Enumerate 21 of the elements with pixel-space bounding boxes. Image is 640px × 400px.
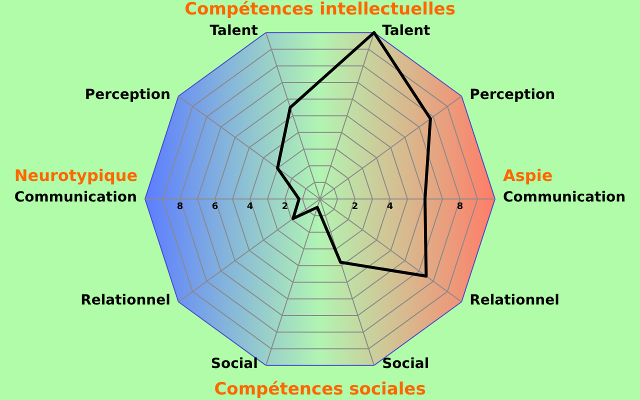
y-tick-label: 8 bbox=[176, 202, 184, 212]
y-tick-label: 2 bbox=[282, 202, 288, 212]
spoke-label: Relationnel bbox=[80, 292, 170, 309]
spoke-label: Talent bbox=[382, 23, 431, 40]
spoke-label: Talent bbox=[210, 23, 258, 40]
spoke-label: Relationnel bbox=[470, 292, 560, 309]
y-tick-label: 6 bbox=[212, 202, 218, 212]
text: Compétences sociales bbox=[214, 379, 426, 400]
y-tick-label: 4 bbox=[386, 202, 394, 212]
chart-title: Compétences intellectuelles bbox=[184, 0, 456, 20]
text: Neurotypique bbox=[14, 166, 138, 186]
y-tick-label: 4 bbox=[246, 202, 254, 212]
spoke-label: Communication bbox=[14, 190, 137, 206]
spoke-label: Social bbox=[210, 356, 258, 372]
y-tick-label: 8 bbox=[456, 202, 464, 212]
text: Aspie bbox=[503, 166, 553, 186]
spoke-label: Social bbox=[382, 356, 430, 372]
spoke-label: Perception bbox=[470, 86, 556, 103]
y-tick-label: 2 bbox=[352, 202, 358, 212]
spoke-label: Perception bbox=[84, 86, 170, 103]
spoke-label: Communication bbox=[503, 190, 626, 206]
